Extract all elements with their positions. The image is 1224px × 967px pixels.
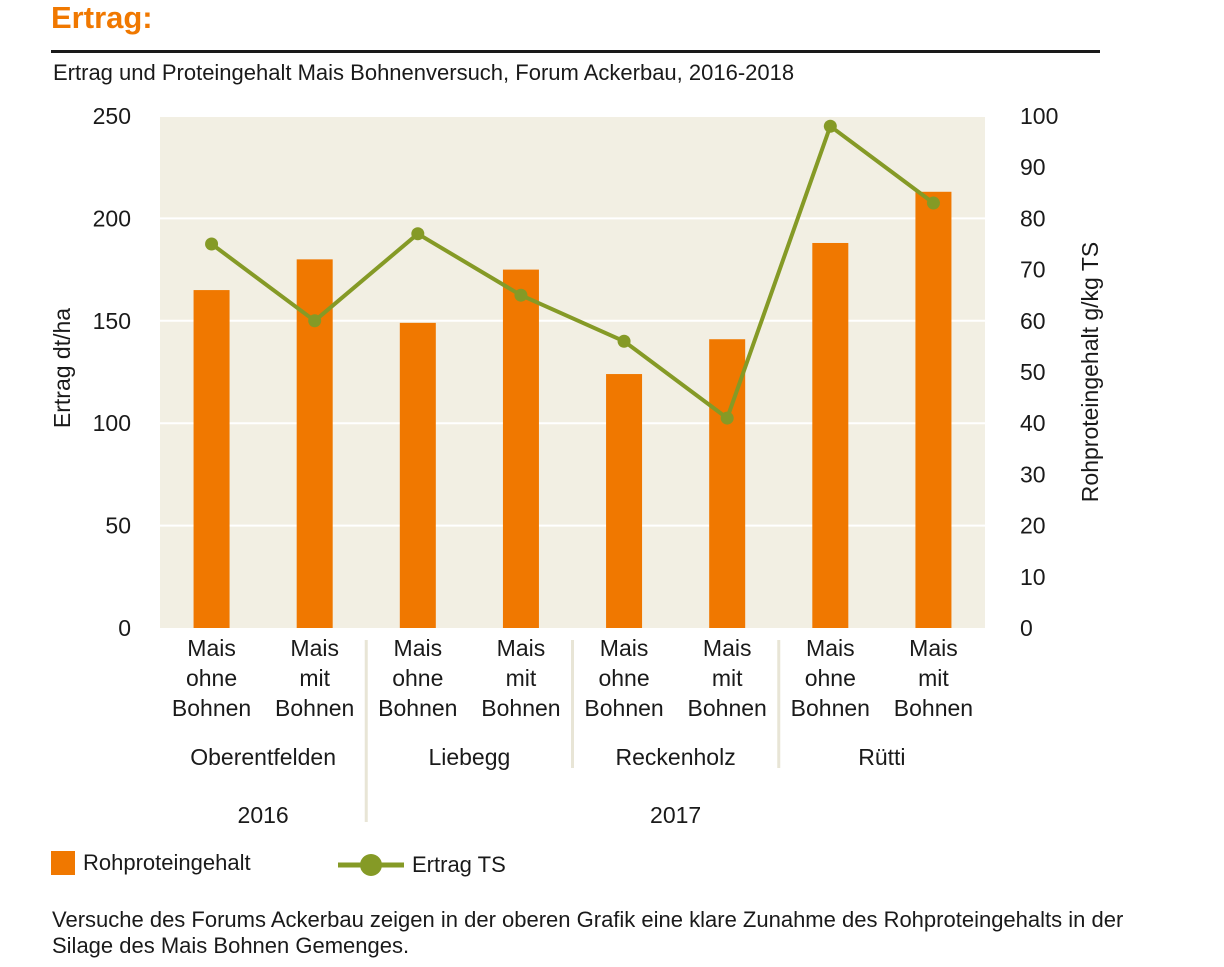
- chart-subtitle: Ertrag und Proteingehalt Mais Bohnenvers…: [53, 60, 795, 85]
- year-label: 2016: [238, 802, 289, 828]
- x-tick-label: Bohnen: [584, 695, 663, 721]
- chart-title: Ertrag:: [51, 0, 153, 35]
- x-tick-label: mit: [918, 665, 949, 691]
- location-label: Liebegg: [428, 744, 510, 770]
- y-left-axis-label: Ertrag dt/ha: [49, 308, 75, 428]
- location-label: Oberentfelden: [190, 744, 336, 770]
- line-point: [205, 237, 219, 251]
- y-left-tick-label: 100: [93, 410, 131, 436]
- line-point: [411, 227, 425, 241]
- line-point: [720, 411, 734, 425]
- location-label: Rütti: [858, 744, 905, 770]
- legend-bar-swatch: [51, 851, 75, 875]
- y-right-tick-label: 40: [1020, 410, 1046, 436]
- y-right-tick-label: 90: [1020, 154, 1046, 180]
- location-label: Reckenholz: [616, 744, 736, 770]
- y-right-tick-label: 20: [1020, 513, 1046, 539]
- x-tick-label: Mais: [187, 635, 236, 661]
- bar: [606, 374, 643, 628]
- y-left-tick-label: 150: [93, 308, 131, 334]
- title-rule: [51, 50, 1100, 53]
- year-label: 2017: [650, 802, 701, 828]
- y-right-tick-label: 50: [1020, 359, 1046, 385]
- x-tick-label: Mais: [290, 635, 339, 661]
- y-right-tick-label: 80: [1020, 205, 1046, 231]
- line-point: [823, 119, 837, 133]
- x-tick-label: Bohnen: [172, 695, 251, 721]
- y-left-tick-label: 50: [105, 513, 131, 539]
- x-tick-label: Mais: [394, 635, 443, 661]
- x-tick-label: ohne: [186, 665, 237, 691]
- legend-item-line: Ertrag TS: [338, 850, 506, 880]
- x-tick-label: ohne: [805, 665, 856, 691]
- x-tick-label: ohne: [392, 665, 443, 691]
- x-tick-label: ohne: [598, 665, 649, 691]
- y-right-tick-label: 100: [1020, 103, 1058, 129]
- legend-line-swatch: [338, 854, 404, 876]
- x-tick-label: mit: [299, 665, 330, 691]
- y-left-tick-label: 0: [118, 615, 131, 641]
- line-point: [308, 314, 322, 328]
- x-tick-label: Mais: [600, 635, 649, 661]
- y-right-tick-label: 30: [1020, 461, 1046, 487]
- x-tick-label: Mais: [703, 635, 752, 661]
- x-tick-label: mit: [506, 665, 537, 691]
- line-point: [617, 334, 631, 348]
- x-tick-label: Bohnen: [791, 695, 870, 721]
- line-series: [210, 124, 935, 421]
- x-tick-label: Bohnen: [688, 695, 767, 721]
- bar: [399, 322, 436, 628]
- bar: [193, 290, 230, 628]
- plot-area: [160, 116, 985, 628]
- x-tick-label: mit: [712, 665, 743, 691]
- bar: [915, 191, 952, 628]
- chart-caption: Versuche des Forums Ackerbau zeigen in d…: [52, 907, 1124, 958]
- x-tick-label: Mais: [497, 635, 546, 661]
- y-right-tick-label: 10: [1020, 564, 1046, 590]
- x-tick-label: Bohnen: [378, 695, 457, 721]
- x-tick-label: Mais: [806, 635, 855, 661]
- legend-bar-label: Rohproteingehalt: [83, 850, 251, 875]
- x-tick-label: Bohnen: [481, 695, 560, 721]
- line-point: [514, 288, 528, 302]
- x-tick-label: Mais: [909, 635, 958, 661]
- x-tick-label: Bohnen: [275, 695, 354, 721]
- bar: [502, 269, 539, 628]
- y-right-tick-label: 0: [1020, 615, 1033, 641]
- line-point: [926, 196, 940, 210]
- y-right-tick-label: 60: [1020, 308, 1046, 334]
- y-left-tick-label: 200: [93, 205, 131, 231]
- bar: [812, 242, 849, 628]
- y-left-tick-label: 250: [93, 103, 131, 129]
- x-tick-label: Bohnen: [894, 695, 973, 721]
- y-right-tick-label: 70: [1020, 257, 1046, 283]
- y-right-axis-label: Rohproteingehalt g/kg TS: [1077, 242, 1103, 502]
- legend-line-label: Ertrag TS: [412, 852, 506, 877]
- legend-item-bar: Rohproteingehalt: [51, 850, 251, 876]
